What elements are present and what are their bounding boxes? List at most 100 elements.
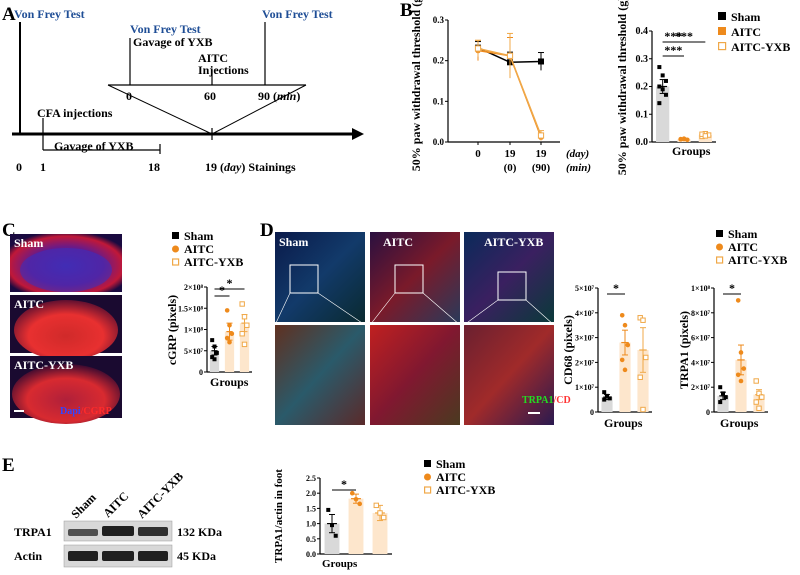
y-tick-label: 1.5 — [306, 504, 316, 513]
y-tick-label: 2.0 — [306, 489, 316, 498]
size-label-trpa1: 132 KDa — [177, 525, 222, 539]
stain-label-c: Dapi/CGRP — [60, 406, 112, 417]
legend-b: Sham AITC AITC-YXB — [718, 10, 790, 54]
von-frey-label-3: Von Frey Test — [262, 7, 333, 21]
y-tick-label: 0.0 — [433, 137, 445, 147]
data-point — [377, 510, 383, 516]
micrograph-d-sham-zoom — [275, 325, 365, 425]
y-tick-label: 1×10⁸ — [184, 326, 204, 335]
data-point — [241, 314, 248, 320]
y-tick-label: 2×10⁸ — [184, 283, 204, 292]
data-point — [330, 523, 334, 528]
y-axis-label: 50% paw withdrawal threshold (g) — [409, 0, 423, 171]
charts-layer: 0.0 0.1 0.2 0.3 0 19 (0) 19 (90) (day) (min) 50% pa… — [165, 0, 768, 570]
x-axis-label: Groups — [720, 416, 759, 430]
bar-sham — [209, 350, 220, 372]
y-tick-label: 0.0 — [636, 137, 649, 148]
y-tick-label: 0.0 — [306, 550, 316, 559]
panel-label-b: B — [400, 0, 413, 21]
y-tick-label: 2×10⁷ — [691, 383, 711, 392]
panel-d-micrographs: Sham AITC AITC-YXB TRPA1/CD — [274, 232, 571, 425]
data-point — [678, 136, 683, 142]
data-point — [619, 312, 625, 318]
row-label-actin: Actin — [14, 549, 42, 563]
y-tick-label: 0.2 — [433, 56, 445, 66]
line-point — [474, 45, 482, 52]
bar-sham — [601, 397, 613, 412]
line-point — [506, 52, 514, 59]
y-tick-label: 0.1 — [433, 96, 445, 106]
tick-90: 90 (min) — [258, 89, 300, 103]
injections-label: Injections — [198, 63, 249, 77]
data-point — [741, 366, 747, 371]
data-point — [214, 350, 219, 355]
x-tick-sublabel: (0) — [504, 162, 517, 174]
legend-d-aitc-yxb: AITC-YXB — [728, 253, 787, 267]
micro-c-label-aitc-yxb: AITC-YXB — [14, 358, 73, 372]
band-actin-sham — [68, 551, 98, 561]
micro-c-label-sham: Sham — [14, 236, 43, 250]
x-unit-min: (min) — [566, 162, 591, 174]
data-point — [357, 501, 363, 507]
chart-d-bar-cd68: 0 1×10⁷ 2×10⁷ 3×10⁷ 4×10⁷ 5×10⁷ * Groups CD68 (p… — [561, 281, 652, 430]
panel-label-a: A — [2, 4, 16, 25]
data-point — [756, 405, 762, 411]
legend-d: Sham AITC AITC-YXB — [716, 227, 787, 267]
y-tick-label: 5×10⁷ — [184, 347, 204, 356]
y-tick-label: 0.2 — [636, 82, 649, 93]
y-tick-label: 4×10⁷ — [575, 309, 595, 318]
data-point — [756, 390, 762, 397]
bar-aitc — [619, 342, 631, 412]
y-tick-label: 0.3 — [433, 15, 445, 25]
bar-aitc — [348, 498, 364, 554]
y-axis-label: cGRP (pixels) — [165, 295, 179, 365]
significance-marker: * — [227, 276, 233, 290]
bar-sham — [656, 86, 670, 142]
data-point — [210, 355, 215, 360]
significance-marker: * — [341, 477, 347, 491]
x-tick-label: 19 — [536, 148, 548, 160]
data-point — [723, 395, 728, 400]
data-point — [640, 406, 646, 413]
data-point — [239, 301, 245, 307]
y-tick-label: 8×10⁷ — [691, 309, 711, 318]
y-tick-label: 2.5 — [306, 474, 316, 483]
y-tick-label: 0 — [199, 368, 203, 377]
data-point — [718, 385, 723, 390]
data-point — [349, 490, 355, 496]
legend-d-sham: Sham — [728, 227, 757, 241]
data-point — [227, 322, 232, 328]
day-19-stainings: 19 (day) Stainings — [205, 160, 296, 174]
x-axis-label: Groups — [322, 558, 358, 570]
legend-c: Sham AITC AITC-YXB — [172, 229, 243, 269]
legend-c-aitc-yxb: AITC-YXB — [184, 255, 243, 269]
row-label-trpa1: TRPA1 — [14, 525, 52, 539]
band-trpa1-aitc-yxb — [138, 527, 168, 536]
significance-marker: * — [219, 283, 225, 297]
lane-label-aitc-yxb: AITC-YXB — [134, 469, 186, 521]
y-tick-label: 4×10⁷ — [691, 358, 711, 367]
bar-aitc — [735, 359, 747, 412]
data-point — [735, 372, 741, 378]
chart-b-line: 0.0 0.1 0.2 0.3 0 19 (0) 19 (90) (day) (min) 50% pa… — [409, 0, 591, 174]
data-point — [619, 357, 625, 363]
legend-c-aitc: AITC — [184, 242, 214, 256]
data-point — [657, 84, 662, 89]
data-point — [660, 87, 665, 92]
data-point — [759, 394, 765, 400]
data-point — [229, 331, 235, 337]
y-tick-label: 6×10⁷ — [691, 334, 711, 343]
significance-marker: * — [613, 281, 619, 295]
data-point — [622, 367, 628, 373]
data-point — [333, 533, 338, 538]
von-frey-label-1: Von Frey Test — [14, 7, 85, 21]
y-tick-label: 2×10⁷ — [575, 358, 595, 367]
data-point — [625, 342, 631, 348]
chart-b-bar: 0.0 0.1 0.2 0.3 0.4 ********* Groups 50% paw wi… — [615, 0, 716, 175]
y-tick-label: 1.5×10⁸ — [178, 304, 204, 313]
x-axis-label: Groups — [604, 416, 643, 430]
data-point — [212, 357, 217, 362]
data-point — [738, 350, 744, 355]
data-point — [657, 101, 662, 106]
y-tick-label: 5×10⁷ — [575, 284, 595, 293]
